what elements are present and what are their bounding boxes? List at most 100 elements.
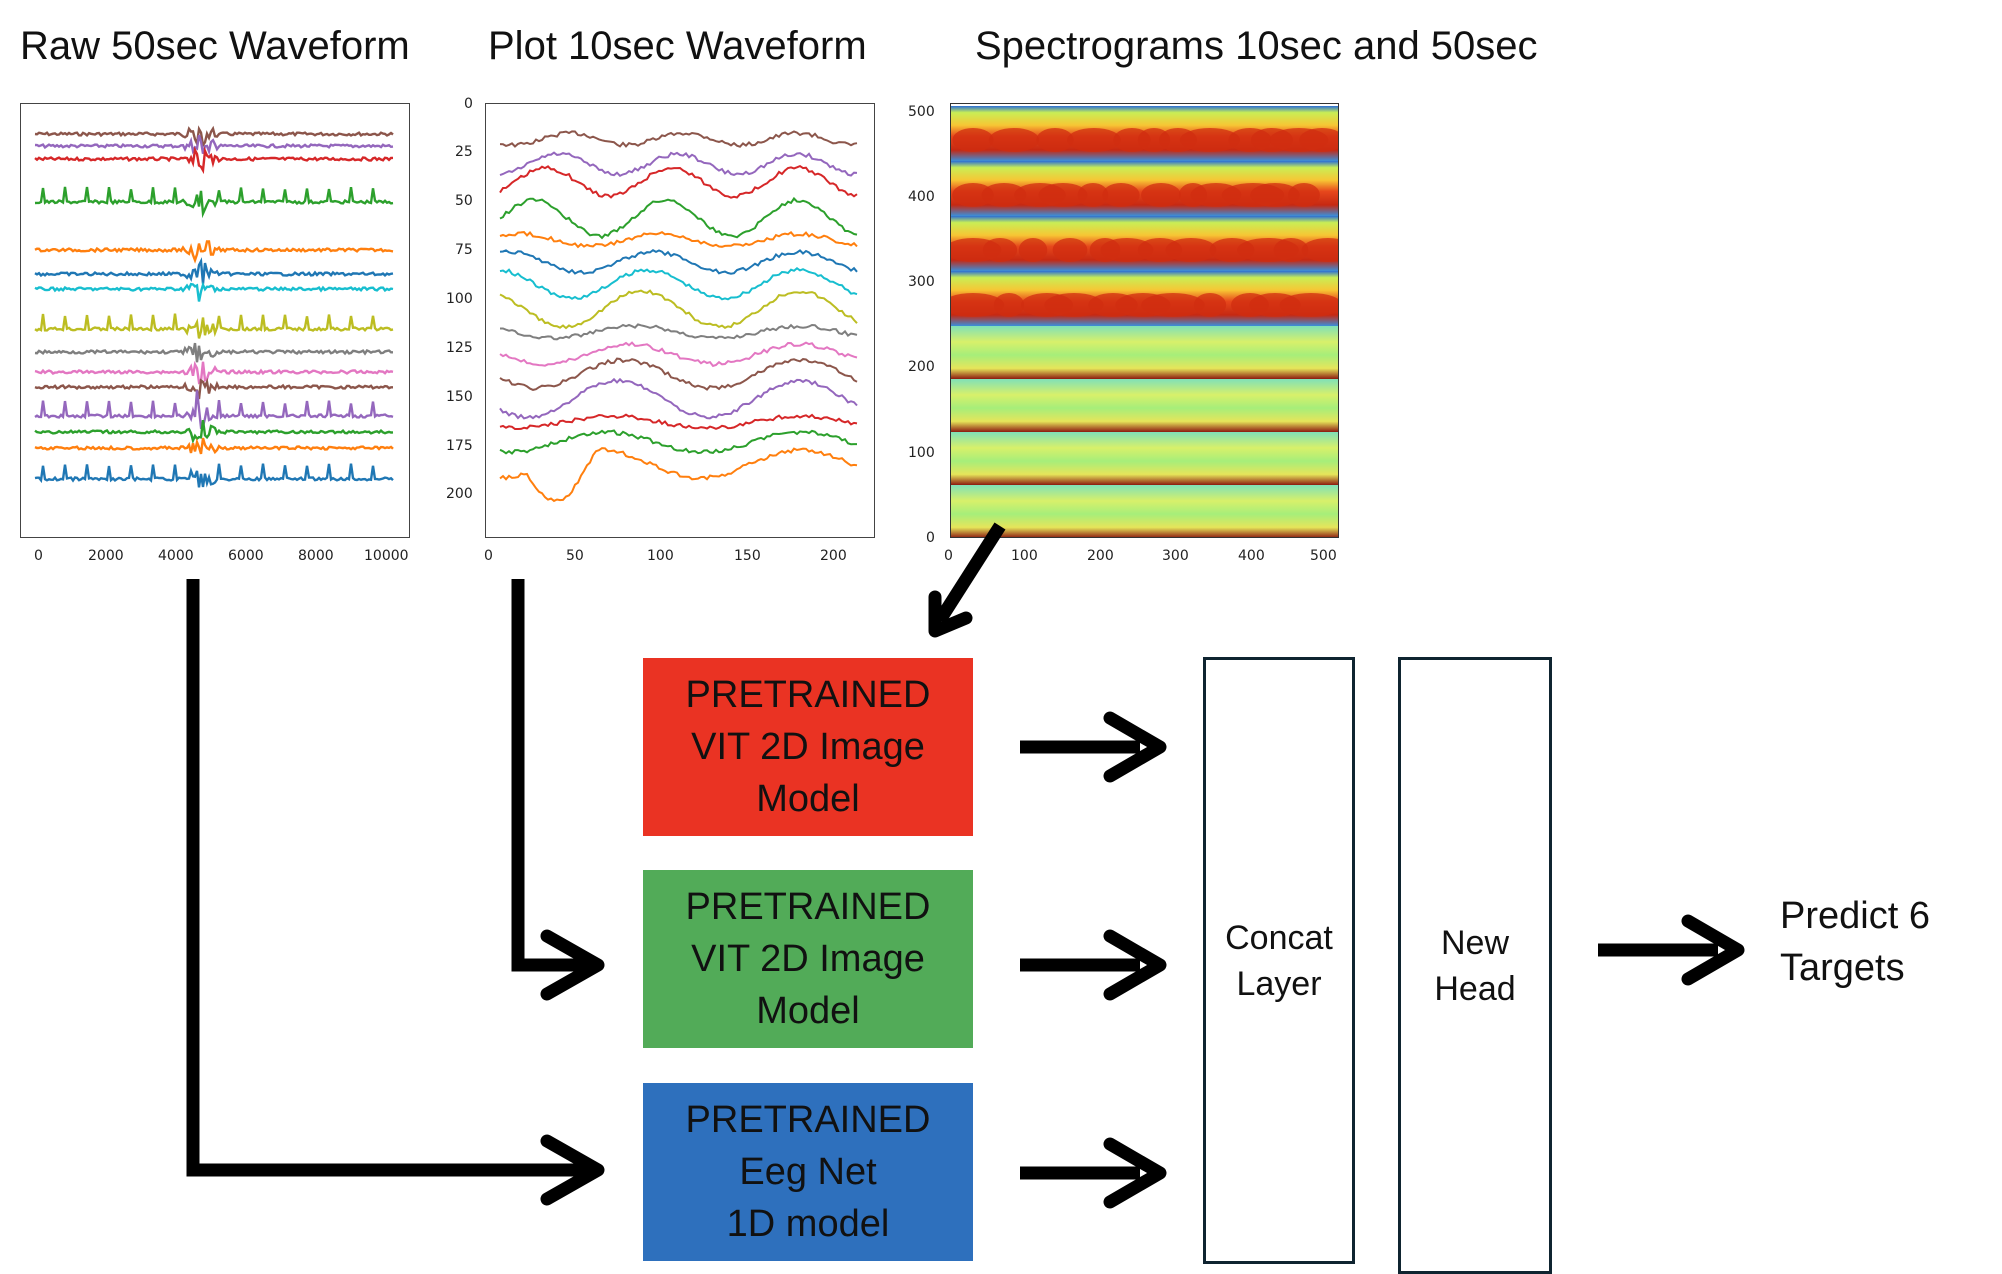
plot-waveform-trace (499, 413, 858, 430)
raw-waveform-trace (34, 186, 394, 219)
plot-waveform-trace (499, 196, 858, 240)
arrowhead-output (1681, 914, 1745, 986)
plot-x-tick: 0 (484, 548, 493, 564)
model-line-3: Model (756, 778, 860, 820)
raw-waveform-trace (34, 419, 394, 445)
plot-waveform-trace (499, 130, 858, 148)
spectrogram-energy-blob (1193, 293, 1227, 317)
arrowhead-spec (928, 590, 973, 638)
spectrogram-energy-blob (1044, 293, 1104, 317)
spectrogram-energy-blob (1018, 238, 1048, 262)
spec-y-tick: 0 (926, 530, 935, 546)
arrowhead-green-to-concat (1103, 929, 1167, 1001)
spectrogram-energy-blob (988, 128, 1040, 152)
spec-y-tick: 200 (908, 359, 935, 375)
raw-to-eegnet-connector (186, 579, 590, 1177)
raw-waveform-trace (34, 125, 394, 149)
raw-waveform-trace (34, 134, 394, 156)
plot-waveform-plot (499, 130, 858, 503)
spectrogram-band-50sec (951, 485, 1338, 538)
spectrogram-energy-blob (952, 128, 994, 152)
raw-waveform-trace (34, 240, 394, 264)
raw-x-tick: 8000 (298, 548, 334, 564)
plot-waveform-trace (499, 357, 858, 391)
plot-waveform-trace (499, 249, 858, 275)
model-line-1: PRETRAINED (685, 674, 931, 716)
raw-waveform-plot (34, 125, 394, 488)
raw-x-tick: 0 (34, 548, 43, 564)
plot-waveform-trace (499, 447, 858, 503)
plot-y-tick: 200 (446, 486, 473, 502)
spectrogram-image (941, 106, 1355, 538)
spec-x-tick: 0 (944, 548, 953, 564)
plot-y-tick: 0 (464, 96, 473, 112)
plot-waveform-trace (499, 429, 857, 455)
plot-x-tick: 100 (647, 548, 674, 564)
model-line-1: PRETRAINED (685, 1099, 931, 1141)
spec-y-tick: 400 (908, 189, 935, 205)
raw-waveform-trace (34, 437, 394, 455)
raw-waveform-trace (34, 377, 393, 400)
plot-waveform-title: Plot 10sec Waveform (488, 24, 867, 68)
spectrogram-energy-blob (1279, 293, 1343, 317)
output-label: Predict 6 Targets (1780, 890, 1930, 994)
plot-y-tick: 175 (446, 438, 473, 454)
plot-y-tick: 150 (446, 389, 473, 405)
spectrogram-energy-blob (1036, 128, 1074, 152)
spectrogram-energy-blob (981, 183, 1027, 207)
model-line-3: 1D model (726, 1203, 890, 1245)
plot-waveform-trace (499, 151, 858, 178)
plot-y-tick: 25 (455, 144, 473, 160)
raw-waveform-trace (34, 257, 394, 284)
spectrogram-energy-blob (952, 183, 994, 207)
spectrogram-energy-blob (1141, 183, 1181, 207)
model-line-3: Model (756, 990, 860, 1032)
plot-y-tick: 125 (446, 340, 473, 356)
plot-waveform-trace (499, 267, 858, 301)
raw-waveform-title: Raw 50sec Waveform (20, 24, 410, 68)
spectrogram-energy-blob (1299, 128, 1345, 152)
spectrogram-energy-blob (941, 293, 1005, 317)
spec-y-tick: 300 (908, 274, 935, 290)
pretrained-vit-spectrogram-box: PRETRAINED VIT 2D Image Model (643, 658, 973, 836)
spectrogram-energy-blob (993, 293, 1025, 317)
raw-waveform-trace (34, 342, 393, 363)
spec-x-tick: 400 (1238, 548, 1265, 564)
new-head-box: New Head (1398, 657, 1552, 1274)
model-line-2: Eeg Net (739, 1151, 877, 1193)
plot-y-tick: 75 (455, 242, 473, 258)
spectrogram-energy-blob (1273, 238, 1309, 262)
head-label-2: Head (1434, 969, 1516, 1008)
plot-waveform-trace (500, 323, 858, 341)
spec-y-tick: 500 (908, 104, 935, 120)
spec-y-tick: 100 (908, 445, 935, 461)
model-line-2: VIT 2D Image (691, 726, 925, 768)
spectrogram-energy-blob (1038, 183, 1088, 207)
raw-waveform-trace (34, 360, 394, 385)
plot-waveform-panel (485, 103, 875, 538)
plot-waveform-trace (499, 341, 858, 368)
spectrogram-energy-blob (1102, 183, 1140, 207)
arrowhead-red-to-concat (1103, 711, 1167, 783)
raw-x-tick: 4000 (158, 548, 194, 564)
plot-x-tick: 150 (734, 548, 761, 564)
spectrogram-panel (941, 103, 1355, 538)
model-line-1: PRETRAINED (685, 886, 931, 928)
spec-x-tick: 100 (1011, 548, 1038, 564)
spectrogram-band-50sec (951, 432, 1338, 485)
spectrogram-energy-blob (1179, 128, 1241, 152)
plot-waveform-trace (499, 164, 858, 199)
spectrogram-energy-blob (982, 238, 1018, 262)
raw-x-tick: 6000 (228, 548, 264, 564)
spectrogram-energy-blob (1067, 128, 1121, 152)
spectrogram-energy-blob (1250, 183, 1300, 207)
spectrogram-title: Spectrograms 10sec and 50sec (975, 24, 1538, 68)
spec-x-tick: 200 (1087, 548, 1114, 564)
plot-to-green-vit-connector (511, 579, 590, 972)
spec-x-tick: 500 (1310, 548, 1337, 564)
spectrogram-energy-blob (1288, 183, 1320, 207)
head-label-1: New (1440, 923, 1510, 962)
spectrogram-band-50sec (951, 379, 1338, 432)
pretrained-vit-waveform-box: PRETRAINED VIT 2D Image Model (643, 870, 973, 1048)
